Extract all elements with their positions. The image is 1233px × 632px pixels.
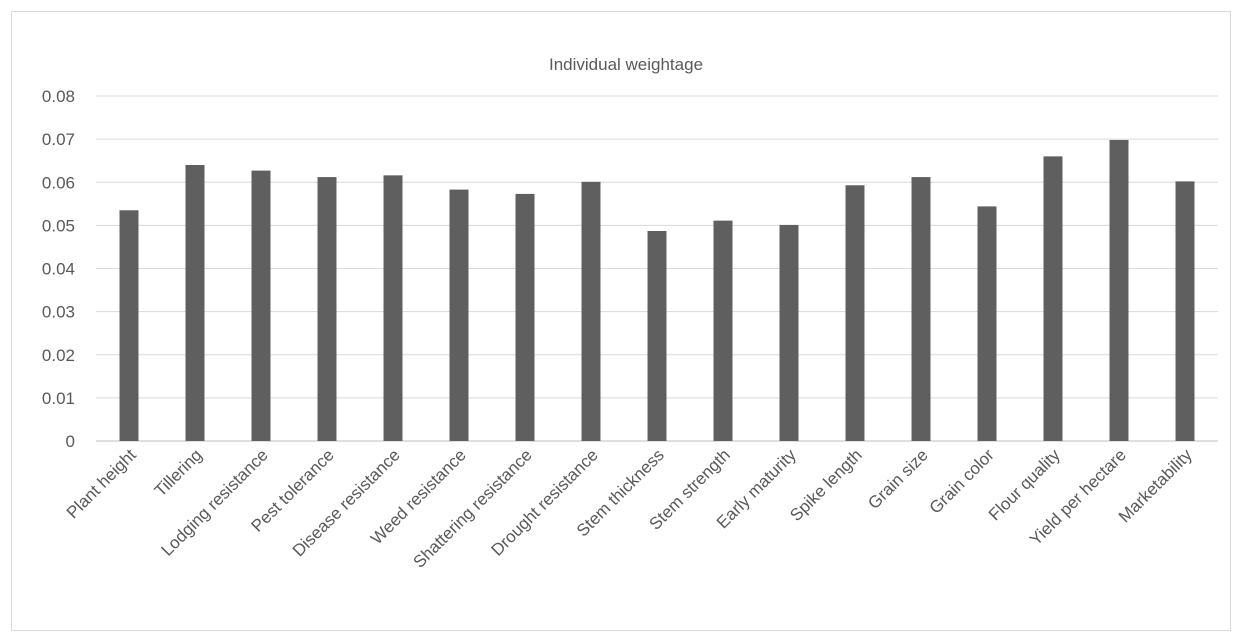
- y-tick-label: 0.06: [42, 173, 75, 192]
- y-axis-ticks: 0 0.01 0.02 0.03 0.04 0.05 0.06 0.07 0.08: [42, 87, 75, 451]
- bars: [119, 139, 1195, 442]
- bar-chart: Individual weightage 0 0.01 0.02 0.03 0.04 0.…: [42, 55, 1218, 572]
- bar: [845, 185, 865, 441]
- bar: [911, 177, 931, 441]
- y-tick-label: 0.05: [42, 216, 75, 235]
- bar: [515, 193, 535, 441]
- bar: [647, 230, 667, 441]
- chart-frame: Individual weightage 0 0.01 0.02 0.03 0.04 0.…: [11, 11, 1231, 631]
- bar: [713, 220, 733, 441]
- y-tick-label: 0.01: [42, 389, 75, 408]
- bar: [977, 206, 997, 441]
- y-tick-label: 0: [66, 432, 75, 451]
- x-tick-label: Tillering: [151, 445, 206, 500]
- bar: [1109, 139, 1129, 442]
- bar: [185, 165, 205, 441]
- y-tick-label: 0.02: [42, 346, 75, 365]
- bar: [383, 175, 403, 441]
- bar: [449, 189, 469, 441]
- bar: [317, 177, 337, 441]
- y-tick-label: 0.04: [42, 260, 75, 279]
- x-tick-label: Grain size: [864, 445, 932, 513]
- bar: [779, 224, 799, 441]
- bar: [581, 181, 601, 441]
- bar: [1043, 156, 1063, 441]
- y-tick-label: 0.07: [42, 130, 75, 149]
- x-tick-label: Plant height: [63, 445, 140, 522]
- chart-title: Individual weightage: [549, 55, 703, 74]
- bar: [251, 170, 271, 441]
- bar: [119, 210, 139, 441]
- y-tick-label: 0.08: [42, 87, 75, 106]
- x-tick-label: Shattering resistance: [409, 445, 535, 571]
- x-tick-label: Grain color: [926, 445, 998, 517]
- y-tick-label: 0.03: [42, 303, 75, 322]
- bar: [1175, 181, 1195, 441]
